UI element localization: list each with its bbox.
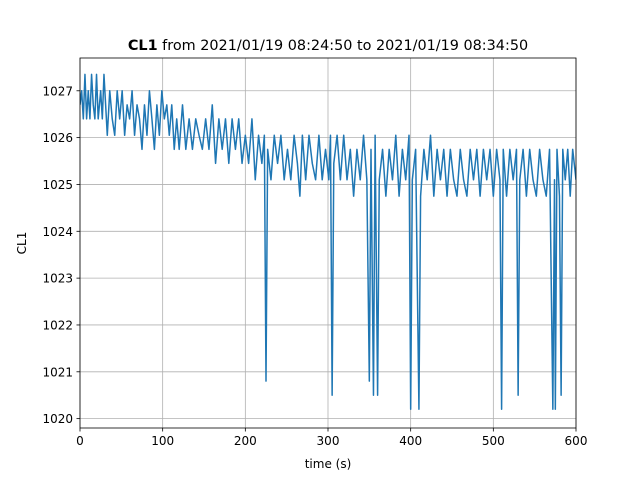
x-tick-label: 600 [565, 434, 588, 448]
y-tick-label: 1020 [42, 412, 73, 426]
y-tick-label: 1021 [42, 365, 73, 379]
y-tick-label: 1023 [42, 272, 73, 286]
grid [79, 58, 577, 428]
x-tick-label: 300 [317, 434, 340, 448]
chart-title: CL1 from 2021/01/19 08:24:50 to 2021/01/… [128, 38, 528, 54]
x-tick-label: 200 [234, 434, 257, 448]
x-tick-label: 0 [76, 434, 84, 448]
ticks: 0 100 200 300 400 500 600 1020 1021 1022 1023 1024 1… [42, 84, 587, 448]
x-axis-label: time (s) [305, 457, 352, 471]
x-tick-label: 400 [399, 434, 422, 448]
plot-area [80, 73, 576, 411]
x-tick-label: 100 [151, 434, 174, 448]
y-tick-label: 1027 [42, 84, 73, 98]
y-tick-label: 1022 [42, 318, 73, 332]
y-tick-label: 1024 [42, 225, 73, 239]
y-tick-label: 1026 [42, 131, 73, 145]
title-name: CL1 [128, 38, 158, 54]
y-tick-label: 1025 [42, 178, 73, 192]
title-text: from 2021/01/19 08:24:50 to 2021/01/19 0… [162, 38, 528, 54]
y-axis-label: CL1 [15, 232, 29, 255]
data-line [80, 73, 576, 411]
x-tick-label: 500 [482, 434, 505, 448]
